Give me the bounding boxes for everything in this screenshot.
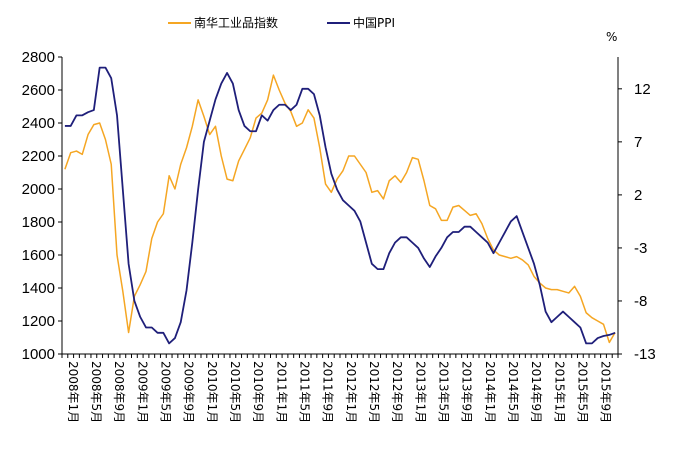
- left-y-tick-label: 1200: [22, 313, 55, 330]
- left-y-tick-label: 1800: [22, 214, 55, 231]
- legend: 南华工业品指数 中国PPI: [168, 15, 395, 30]
- right-y-tick-label: -8: [634, 293, 647, 310]
- x-tick-label: 2010年5月: [228, 361, 242, 423]
- left-y-tick-label: 2600: [22, 82, 55, 99]
- right-y-tick-label: 7: [634, 134, 642, 151]
- left-y-tick-label: 2800: [22, 49, 55, 66]
- axes: [61, 57, 619, 355]
- x-tick-label: 2011年1月: [274, 361, 288, 423]
- right-axis-unit: %: [606, 30, 617, 44]
- series-layer: [64, 66, 616, 345]
- x-tick-label: 2010年9月: [251, 361, 265, 423]
- x-tick-label: 2014年5月: [506, 361, 520, 423]
- x-tick-label: 2015年5月: [576, 361, 590, 423]
- left-y-tick-label: 1000: [22, 346, 55, 363]
- left-y-tick-label: 2000: [22, 181, 55, 198]
- x-tick-label: 2012年9月: [390, 361, 404, 423]
- x-tick-label: 2013年1月: [413, 361, 427, 423]
- legend-label-china-ppi: 中国PPI: [353, 15, 395, 30]
- right-y-tick-label: -13: [634, 346, 656, 363]
- x-tick-label: 2012年1月: [344, 361, 358, 423]
- x-tick-label: 2008年9月: [112, 361, 126, 423]
- x-tick-label: 2015年9月: [599, 361, 613, 423]
- right-y-ticks: 12 7 2 -3 -8 -13: [618, 81, 656, 363]
- left-y-tick-label: 2400: [22, 115, 55, 132]
- left-y-tick-label: 1600: [22, 247, 55, 264]
- left-y-ticks: 2800 2600 2400 2200 2000 1800 1600 1400 1200 1000: [22, 49, 62, 363]
- right-y-tick-label: 12: [634, 81, 651, 98]
- series-line-nanhua-index: [64, 74, 616, 344]
- x-tick-label: 2015年1月: [552, 361, 566, 423]
- right-y-tick-label: 2: [634, 187, 642, 204]
- x-tick-label: 2012年5月: [367, 361, 381, 423]
- series-line-china-ppi: [64, 66, 616, 345]
- x-tick-label: 2013年5月: [437, 361, 451, 423]
- x-tick-label: 2009年1月: [135, 361, 149, 423]
- x-tick-label: 2011年9月: [321, 361, 335, 423]
- x-tick-label: 2009年9月: [182, 361, 196, 423]
- x-tick-label: 2011年5月: [298, 361, 312, 423]
- x-tick-label: 2008年1月: [66, 361, 80, 423]
- legend-label-nanhua-index: 南华工业品指数: [194, 15, 278, 30]
- x-tick-label: 2014年9月: [529, 361, 543, 423]
- x-tick-label: 2008年5月: [89, 361, 103, 423]
- x-tick-label: 2014年1月: [483, 361, 497, 423]
- left-y-tick-label: 1400: [22, 280, 55, 297]
- right-y-tick-label: -3: [634, 240, 647, 257]
- left-y-tick-label: 2200: [22, 148, 55, 165]
- x-tick-label: 2013年9月: [460, 361, 474, 423]
- x-tick-label: 2010年1月: [205, 361, 219, 423]
- x-tick-label: 2009年5月: [159, 361, 173, 423]
- x-ticks: 2008年1月 2008年5月 2008年9月 2009年1月 2009年5月 2009年…: [61, 354, 619, 423]
